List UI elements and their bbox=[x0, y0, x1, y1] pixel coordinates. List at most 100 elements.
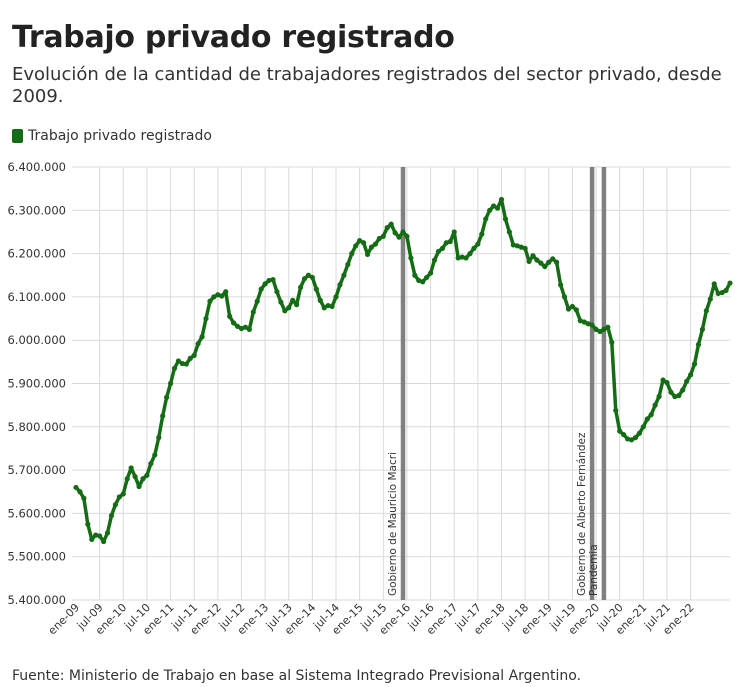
data-point bbox=[624, 436, 631, 442]
data-point bbox=[656, 393, 662, 400]
data-point bbox=[353, 243, 359, 249]
data-point bbox=[136, 483, 142, 490]
data-point bbox=[672, 393, 678, 400]
y-tick-label: 6.400.000 bbox=[7, 160, 66, 174]
y-tick-label: 6.100.000 bbox=[7, 290, 66, 304]
data-point bbox=[215, 292, 221, 298]
data-point bbox=[282, 308, 288, 314]
data-point bbox=[593, 326, 599, 332]
data-point bbox=[325, 302, 331, 309]
data-point bbox=[120, 491, 126, 497]
data-point bbox=[715, 290, 721, 297]
data-point bbox=[156, 435, 162, 441]
data-point bbox=[408, 255, 414, 261]
data-point bbox=[372, 241, 379, 247]
data-point bbox=[345, 261, 351, 268]
data-point bbox=[187, 355, 193, 361]
data-point bbox=[207, 298, 213, 304]
data-point bbox=[554, 259, 560, 265]
data-point bbox=[494, 205, 501, 211]
data-point bbox=[561, 294, 568, 300]
data-point bbox=[632, 435, 639, 441]
data-point bbox=[400, 229, 406, 235]
data-point bbox=[695, 341, 702, 348]
y-tick-label: 5.400.000 bbox=[7, 593, 66, 607]
y-tick-label: 5.600.000 bbox=[7, 506, 66, 520]
data-point bbox=[242, 324, 249, 330]
line-chart: Gobierno de Mauricio Macri Gobierno de Al… bbox=[7, 160, 733, 637]
data-point bbox=[234, 323, 241, 329]
data-point bbox=[305, 272, 312, 278]
data-point bbox=[396, 234, 402, 240]
data-point bbox=[341, 272, 347, 278]
y-tick-label: 5.700.000 bbox=[7, 463, 66, 477]
data-point bbox=[337, 282, 343, 288]
data-point bbox=[427, 270, 434, 276]
data-point bbox=[723, 287, 729, 294]
data-point bbox=[329, 303, 335, 310]
data-point bbox=[361, 240, 367, 246]
data-point bbox=[479, 231, 485, 237]
data-point bbox=[219, 293, 225, 299]
data-point bbox=[412, 272, 418, 278]
data-point bbox=[274, 289, 280, 295]
data-point bbox=[589, 322, 595, 328]
data-point bbox=[89, 536, 95, 542]
y-tick-label: 5.500.000 bbox=[7, 550, 66, 564]
data-point bbox=[104, 530, 111, 536]
data-point bbox=[179, 360, 185, 367]
data-point bbox=[534, 257, 540, 263]
data-point bbox=[707, 296, 713, 302]
data-point bbox=[684, 378, 690, 384]
y-tick-label: 6.200.000 bbox=[7, 247, 66, 261]
data-point bbox=[250, 309, 256, 315]
data-point bbox=[585, 321, 591, 327]
data-point bbox=[577, 318, 583, 324]
data-point bbox=[498, 196, 505, 203]
data-point bbox=[313, 286, 319, 292]
data-point bbox=[85, 521, 91, 527]
data-point bbox=[93, 532, 99, 538]
data-point bbox=[451, 229, 457, 235]
legend-label: Trabajo privado registrado bbox=[28, 128, 212, 144]
data-point bbox=[258, 286, 264, 292]
data-point bbox=[621, 431, 627, 438]
data-point bbox=[557, 282, 564, 288]
data-point bbox=[455, 255, 461, 261]
data-point bbox=[447, 238, 453, 245]
data-point bbox=[148, 461, 154, 467]
data-point bbox=[152, 452, 158, 458]
data-point bbox=[368, 244, 375, 250]
annotation-label: Pandemia bbox=[588, 544, 600, 596]
data-point bbox=[613, 407, 619, 413]
annotation-label: Gobierno de Alberto Fernández bbox=[576, 432, 588, 596]
data-point bbox=[463, 255, 469, 261]
data-point bbox=[175, 358, 182, 364]
data-point bbox=[286, 305, 292, 311]
data-point bbox=[144, 472, 150, 478]
data-point bbox=[691, 361, 698, 367]
data-point bbox=[112, 502, 118, 508]
data-point bbox=[443, 240, 449, 246]
data-point bbox=[246, 326, 252, 332]
data-point bbox=[167, 380, 174, 387]
data-point bbox=[605, 324, 611, 330]
data-point bbox=[97, 533, 103, 539]
data-point bbox=[309, 274, 315, 281]
data-point bbox=[502, 216, 509, 222]
source-note: Fuente: Ministerio de Trabajo en base al… bbox=[12, 668, 582, 684]
data-point bbox=[660, 377, 666, 383]
data-point bbox=[195, 341, 201, 347]
data-point bbox=[128, 465, 134, 471]
data-point bbox=[262, 281, 268, 287]
data-point bbox=[376, 235, 382, 242]
data-point bbox=[487, 207, 493, 213]
data-point bbox=[191, 352, 197, 358]
data-point bbox=[392, 230, 398, 236]
data-point bbox=[680, 387, 686, 393]
data-point bbox=[227, 313, 233, 319]
data-point bbox=[424, 274, 430, 281]
data-point bbox=[703, 308, 709, 314]
gridlines bbox=[72, 166, 730, 601]
data-point bbox=[108, 512, 115, 519]
